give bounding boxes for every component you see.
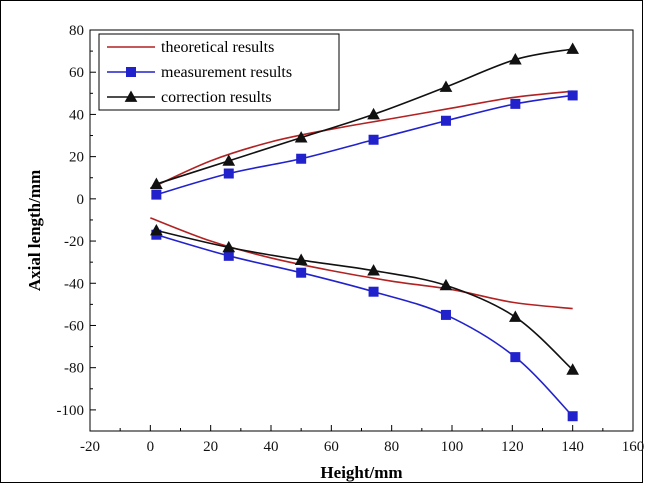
data-point-triangle (566, 42, 580, 54)
data-point-square (151, 189, 162, 200)
data-point-square (510, 352, 521, 363)
data-point-triangle (367, 107, 380, 120)
y-tick-label: 40 (69, 107, 84, 123)
y-tick-label: -60 (64, 318, 84, 334)
data-point-square (223, 168, 234, 179)
legend-label: measurement results (161, 64, 292, 81)
legend-item: theoretical results (107, 39, 274, 56)
data-point-triangle (439, 278, 453, 291)
data-point-square (510, 98, 521, 109)
x-tick-label: 80 (384, 439, 399, 455)
x-axis-title: Height/mm (320, 463, 402, 482)
series-measurement-results (151, 90, 578, 422)
legend-item: correction results (107, 89, 272, 106)
data-point-triangle (566, 363, 580, 375)
data-point-square (567, 90, 578, 101)
data-point-square (440, 309, 451, 320)
x-tick-label: 40 (264, 439, 279, 455)
legend-label: correction results (161, 89, 272, 106)
data-point-square (223, 250, 234, 261)
series-line (150, 217, 573, 310)
y-tick-label: -20 (64, 234, 84, 250)
data-point-triangle (439, 80, 453, 92)
data-point-square (296, 153, 307, 164)
data-point-triangle (222, 240, 236, 253)
y-tick-label: 60 (69, 65, 84, 81)
x-tick-label: 160 (622, 439, 645, 455)
x-tick-label: 120 (501, 439, 524, 455)
data-point-triangle (294, 131, 308, 143)
y-axis-title: Axial length/mm (25, 170, 44, 291)
data-point-triangle (222, 154, 236, 166)
x-tick-label: 20 (203, 439, 218, 455)
x-tick-label: 100 (441, 439, 464, 455)
legend-label: theoretical results (161, 39, 274, 56)
data-point-square (567, 411, 578, 422)
series-theoretical-results (149, 90, 573, 310)
y-tick-label: -40 (64, 276, 84, 292)
legend-marker-triangle (124, 90, 138, 102)
data-point-square (368, 286, 379, 297)
y-tick-label: 80 (69, 23, 84, 39)
data-point-triangle (509, 53, 522, 65)
data-point-triangle (294, 253, 308, 265)
x-tick-label: -20 (80, 439, 100, 455)
data-point-square (368, 134, 379, 145)
data-point-triangle (367, 264, 380, 276)
y-tick-label: -100 (57, 403, 85, 419)
data-point-triangle (150, 223, 163, 236)
y-tick-label: 20 (69, 150, 84, 166)
legend-item: measurement results (107, 64, 292, 81)
series-correction-results (150, 42, 580, 375)
y-tick-label: 0 (77, 192, 85, 208)
legend-marker-square (126, 67, 136, 77)
series-line (149, 90, 573, 190)
x-tick-label: 140 (561, 439, 584, 455)
data-point-square (440, 115, 451, 126)
data-point-triangle (150, 177, 163, 189)
x-tick-label: 60 (324, 439, 339, 455)
x-tick-label: 0 (147, 439, 155, 455)
data-point-triangle (509, 310, 522, 322)
y-tick-label: -80 (64, 361, 84, 377)
data-point-square (296, 267, 307, 278)
